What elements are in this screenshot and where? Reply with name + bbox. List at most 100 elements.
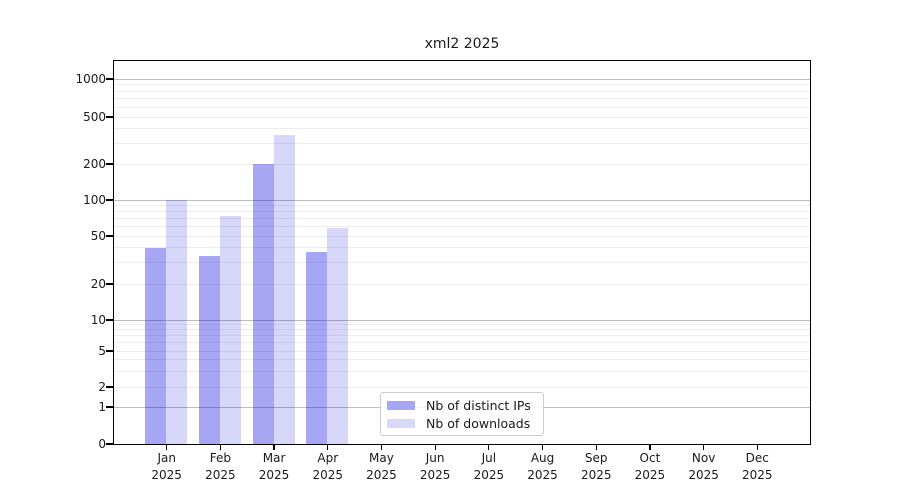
bar-feb-distinct-ips (198, 256, 220, 445)
minor-gridline (113, 226, 811, 228)
x-tick-mark (219, 445, 222, 450)
x-tick-label: Jan 2025 (125, 450, 209, 483)
minor-gridline (113, 324, 811, 326)
minor-gridline (113, 90, 811, 92)
x-tick-mark (488, 445, 490, 450)
legend-item-distinct-ips: Nb of distinct IPs (387, 397, 543, 413)
x-tick-year: 2025 (580, 467, 612, 482)
y-tick-mark (106, 78, 113, 80)
bar-jan-distinct-ips (145, 247, 167, 445)
x-tick-year: 2025 (473, 467, 505, 482)
y-tick-label: 10 (90, 313, 106, 327)
y-tick-label: 20 (90, 277, 106, 291)
y-tick-mark (106, 116, 113, 118)
x-tick-year: 2025 (151, 467, 182, 482)
x-tick-mark (702, 445, 705, 450)
legend-item-downloads: Nb of downloads (387, 415, 543, 431)
bar-apr-distinct-ips (306, 251, 328, 445)
bar-mar-distinct-ips (252, 164, 274, 445)
x-tick-label: Nov 2025 (662, 450, 746, 483)
minor-gridline (113, 386, 811, 388)
x-tick-label: Dec 2025 (715, 450, 799, 483)
y-tick-label: 500 (83, 110, 106, 124)
x-tick-year: 2025 (419, 467, 451, 482)
x-tick-mark (166, 445, 168, 450)
legend-label: Nb of downloads (426, 415, 531, 431)
bar-feb-downloads (219, 216, 241, 445)
x-tick-month: Feb (209, 451, 231, 465)
y-tick-label: 5 (98, 344, 106, 358)
y-tick-label: 50 (90, 229, 106, 243)
legend-swatch-downloads (387, 418, 415, 428)
minor-gridline (113, 335, 811, 337)
bar-mar-downloads (273, 135, 295, 445)
x-tick-mark (595, 445, 597, 450)
x-tick-month: Apr (317, 451, 339, 465)
x-tick-label: Apr 2025 (286, 450, 370, 483)
x-tick-year: 2025 (527, 467, 558, 482)
x-tick-year: 2025 (742, 467, 773, 482)
y-tick-mark (106, 350, 113, 352)
y-tick-mark (106, 283, 113, 285)
y-tick-label: 0 (98, 437, 106, 451)
minor-gridline (113, 370, 811, 372)
minor-gridline (113, 262, 811, 264)
legend-swatch-distinct-ips (387, 400, 415, 410)
x-tick-month: Mar (262, 451, 286, 465)
minor-gridline (113, 342, 811, 344)
y-tick-label: 1000 (75, 72, 106, 86)
minor-gridline (113, 84, 811, 86)
minor-gridline (113, 283, 811, 285)
minor-gridline (113, 98, 811, 100)
x-tick-label: Mar 2025 (232, 450, 316, 483)
x-tick-label: Sep 2025 (554, 450, 638, 483)
x-tick-mark (327, 445, 329, 450)
x-tick-month: Jan (157, 451, 176, 465)
x-tick-month: Aug (530, 451, 555, 465)
legend: Nb of distinct IPs Nb of downloads (380, 392, 544, 436)
major-gridline (113, 199, 811, 201)
x-tick-month: Oct (639, 451, 661, 465)
x-tick-label: May 2025 (339, 450, 423, 483)
y-tick-mark (106, 319, 113, 321)
x-tick-year: 2025 (688, 467, 719, 482)
minor-gridline (113, 142, 811, 144)
minor-gridline (113, 235, 811, 237)
y-tick-label: 100 (83, 193, 106, 207)
x-tick-month: Sep (584, 451, 608, 465)
minor-gridline (113, 218, 811, 220)
bar-jan-downloads (166, 200, 188, 445)
x-tick-year: 2025 (205, 467, 236, 482)
x-tick-month: Nov (691, 451, 716, 465)
x-tick-mark (273, 445, 275, 450)
minor-gridline (113, 106, 811, 108)
x-tick-label: Oct 2025 (608, 450, 692, 483)
x-tick-month: Jul (481, 451, 497, 465)
y-tick-label: 1 (98, 400, 106, 414)
legend-label: Nb of distinct IPs (426, 397, 531, 413)
minor-gridline (113, 204, 811, 206)
y-tick-mark (106, 406, 113, 408)
y-tick-mark (106, 235, 113, 237)
x-tick-month: May (369, 451, 394, 465)
x-tick-mark (541, 445, 544, 450)
x-tick-label: Jul 2025 (447, 450, 531, 483)
minor-gridline (113, 116, 811, 118)
x-tick-mark (380, 445, 383, 450)
minor-gridline (113, 350, 811, 352)
minor-gridline (113, 329, 811, 331)
x-tick-year: 2025 (366, 467, 397, 482)
minor-gridline (113, 359, 811, 361)
x-tick-year: 2025 (258, 467, 290, 482)
x-tick-mark (756, 445, 758, 450)
x-tick-month: Jun (425, 451, 445, 465)
x-tick-label: Aug 2025 (501, 450, 585, 483)
x-tick-year: 2025 (634, 467, 666, 482)
y-tick-mark (106, 163, 113, 165)
x-tick-month: Dec (745, 451, 769, 465)
y-tick-label: 2 (98, 380, 106, 394)
x-tick-mark (434, 445, 436, 450)
x-tick-mark (649, 445, 651, 450)
major-gridline (113, 319, 811, 321)
